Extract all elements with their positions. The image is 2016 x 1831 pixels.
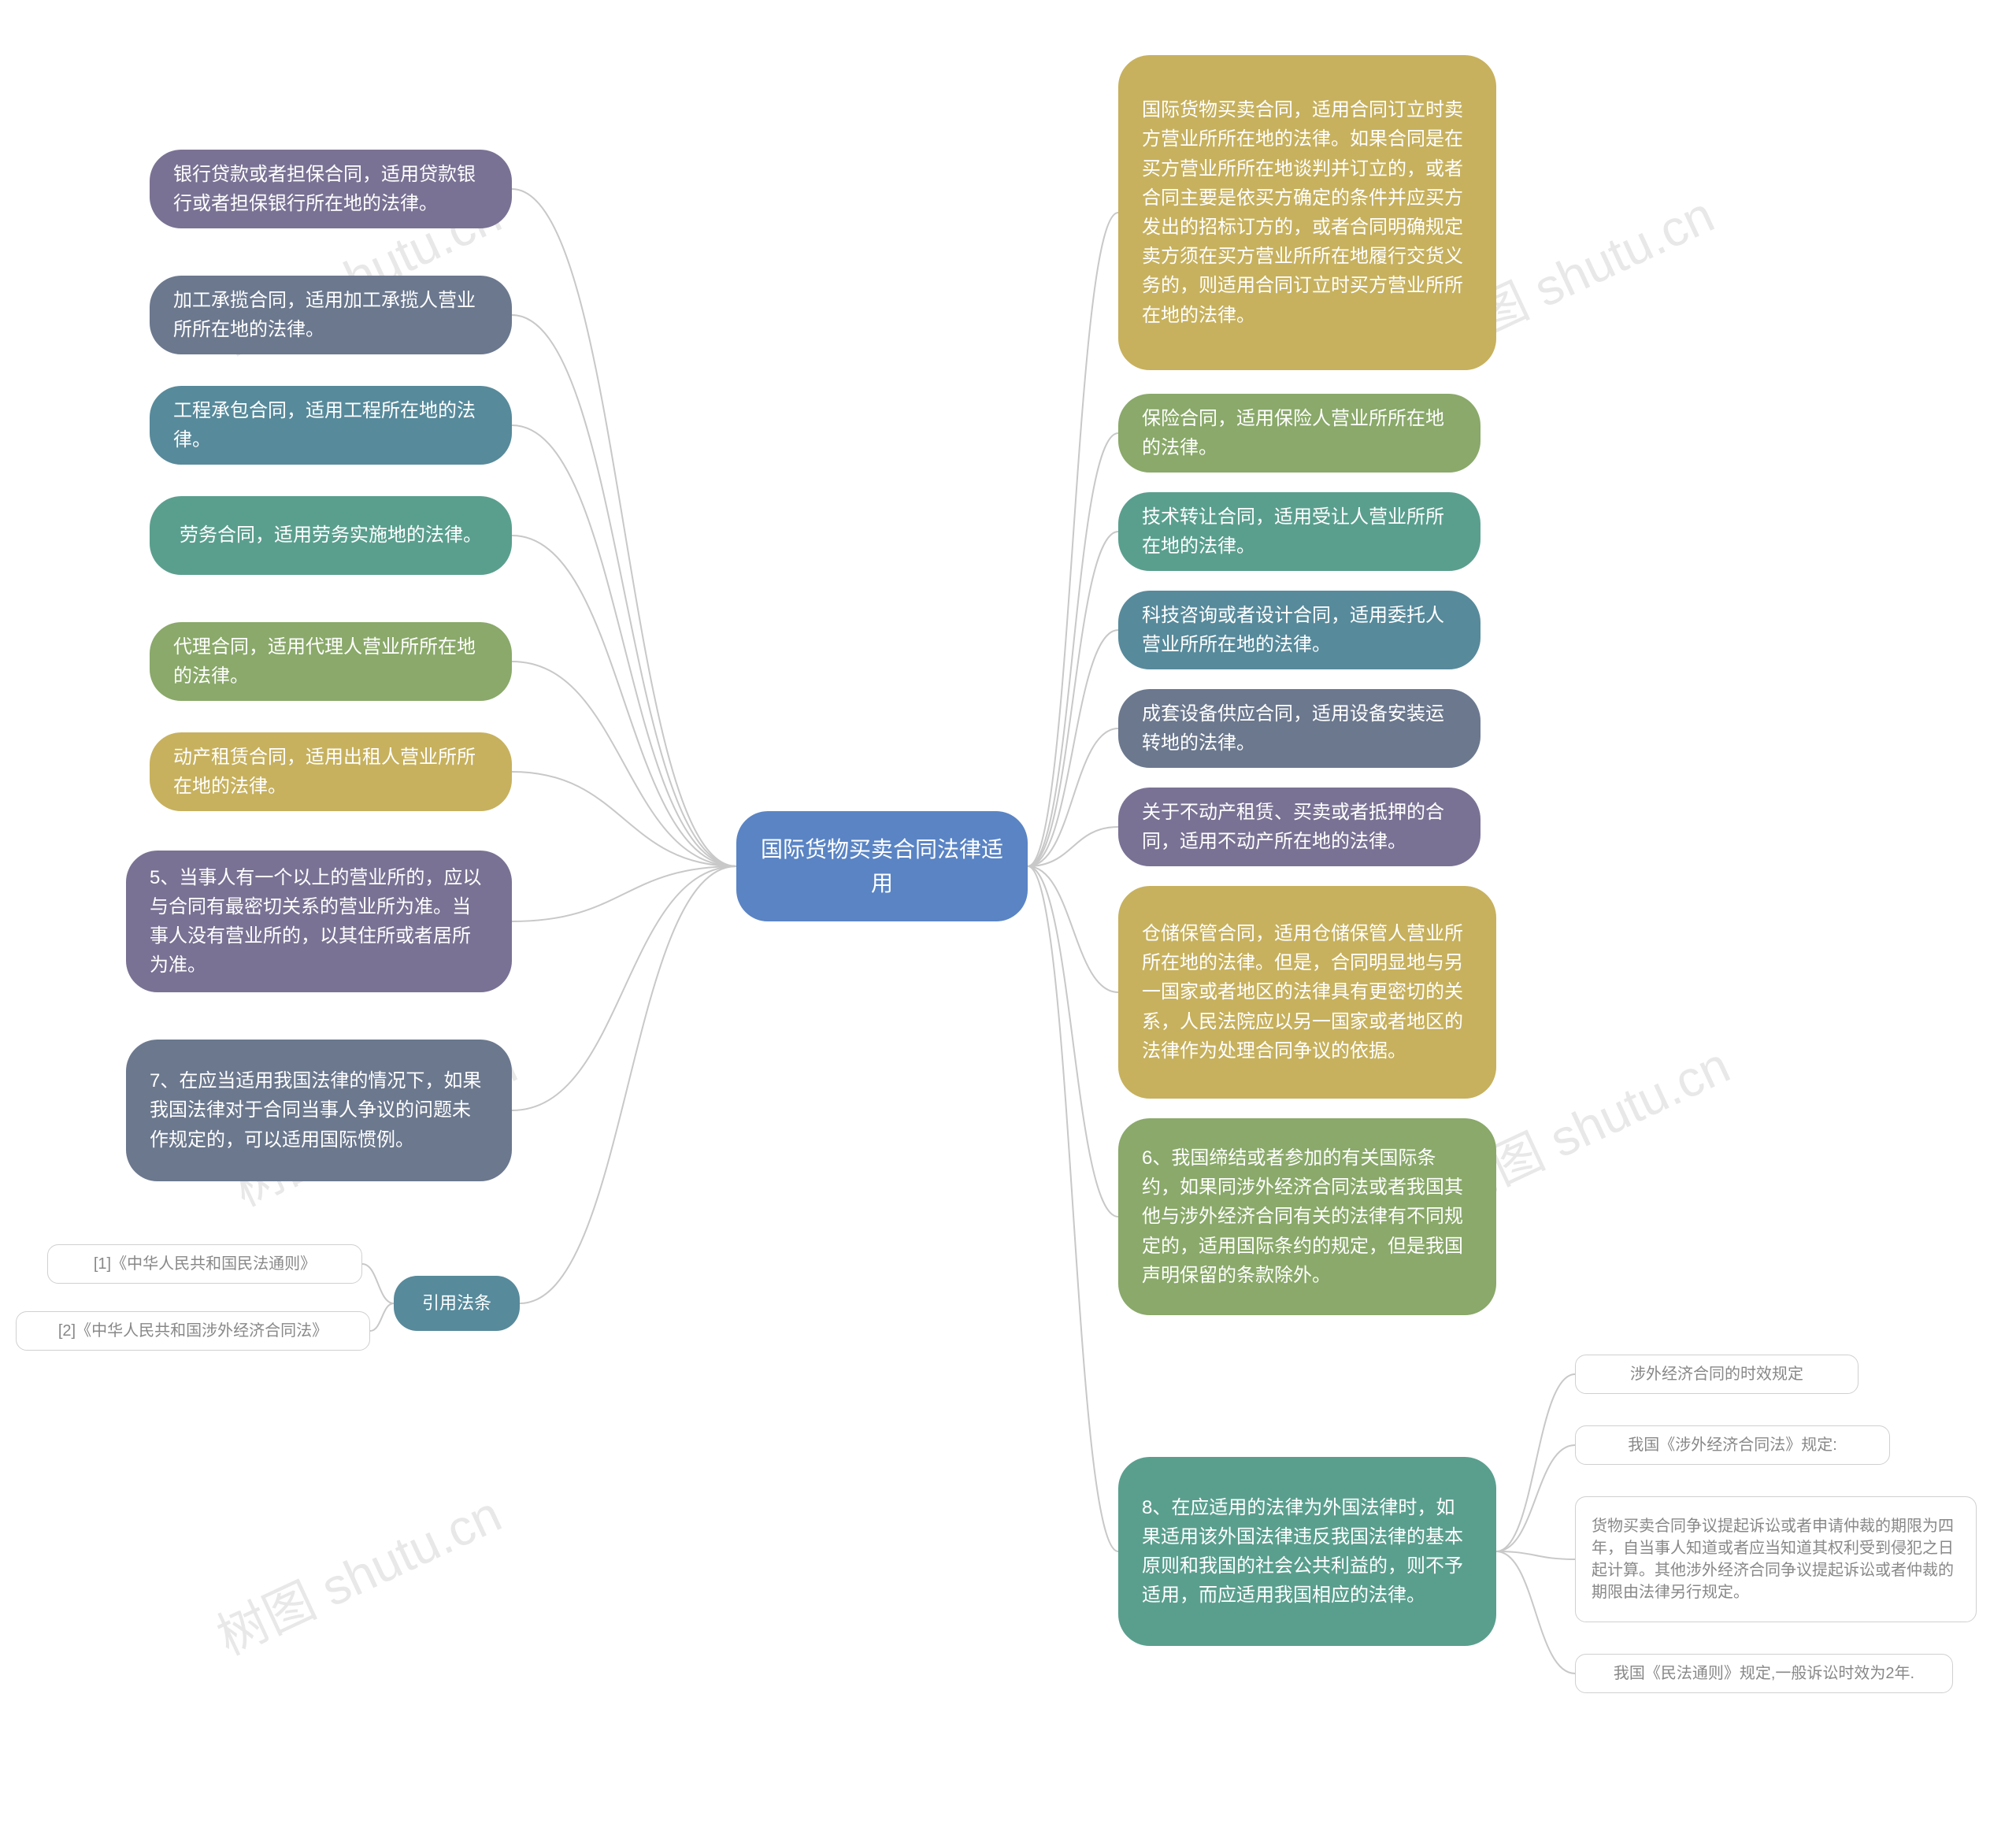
leaf-foreign-econ-ref[interactable]: [2]《中华人民共和国涉外经济合同法》 [16,1311,370,1351]
left-node-citations[interactable]: 引用法条 [394,1276,520,1331]
left-node-processing[interactable]: 加工承揽合同，适用加工承揽人营业所所在地的法律。 [150,276,512,354]
left-node-agent[interactable]: 代理合同，适用代理人营业所所在地的法律。 [150,622,512,701]
right-node-equipment[interactable]: 成套设备供应合同，适用设备安装运转地的法律。 [1118,689,1480,768]
right-node-goods-sale[interactable]: 国际货物买卖合同，适用合同订立时卖方营业所所在地的法律。如果合同是在买方营业所所… [1118,55,1496,370]
left-node-labor[interactable]: 劳务合同，适用劳务实施地的法律。 [150,496,512,575]
right-node-treaty[interactable]: 6、我国缔结或者参加的有关国际条约，如果同涉外经济合同法或者我国其他与涉外经济合… [1118,1118,1496,1315]
right-node-insurance[interactable]: 保险合同，适用保险人营业所所在地的法律。 [1118,394,1480,473]
watermark: 树图 shutu.cn [204,1474,511,1669]
right-node-tech-transfer[interactable]: 技术转让合同，适用受让人营业所所在地的法律。 [1118,492,1480,571]
left-node-intl-custom[interactable]: 7、在应当适用我国法律的情况下，如果我国法律对于合同当事人争议的问题未作规定的，… [126,1040,512,1181]
right-node-real-estate[interactable]: 关于不动产租赁、买卖或者抵押的合同，适用不动产所在地的法律。 [1118,788,1480,866]
right-node-foreign-law[interactable]: 8、在应适用的法律为外国法律时，如果适用该外国法律违反我国法律的基本原则和我国的… [1118,1457,1496,1646]
mindmap-canvas: 树图 shutu.cn 树图 shutu.cn 树图 shutu.cn 树图 s… [0,0,2016,1831]
left-node-bank-loan[interactable]: 银行贷款或者担保合同，适用贷款银行或者担保银行所在地的法律。 [150,150,512,228]
leaf-four-year-limit[interactable]: 货物买卖合同争议提起诉讼或者申请仲裁的期限为四年，自当事人知道或者应当知道其权利… [1575,1496,1977,1622]
leaf-foreign-econ-law[interactable]: 我国《涉外经济合同法》规定: [1575,1425,1890,1465]
center-node[interactable]: 国际货物买卖合同法律适用 [736,811,1028,921]
leaf-time-limit-heading[interactable]: 涉外经济合同的时效规定 [1575,1355,1858,1394]
right-node-storage[interactable]: 仓储保管合同，适用仓储保管人营业所所在地的法律。但是，合同明显地与另一国家或者地… [1118,886,1496,1099]
leaf-civil-law-2year[interactable]: 我国《民法通则》规定,一般诉讼时效为2年. [1575,1654,1953,1693]
leaf-civil-law-ref[interactable]: [1]《中华人民共和国民法通则》 [47,1244,362,1284]
left-node-project[interactable]: 工程承包合同，适用工程所在地的法律。 [150,386,512,465]
right-node-tech-consult[interactable]: 科技咨询或者设计合同，适用委托人营业所所在地的法律。 [1118,591,1480,669]
left-node-movable-lease[interactable]: 动产租赁合同，适用出租人营业所所在地的法律。 [150,732,512,811]
left-node-multiple-biz[interactable]: 5、当事人有一个以上的营业所的，应以与合同有最密切关系的营业所为准。当事人没有营… [126,851,512,992]
